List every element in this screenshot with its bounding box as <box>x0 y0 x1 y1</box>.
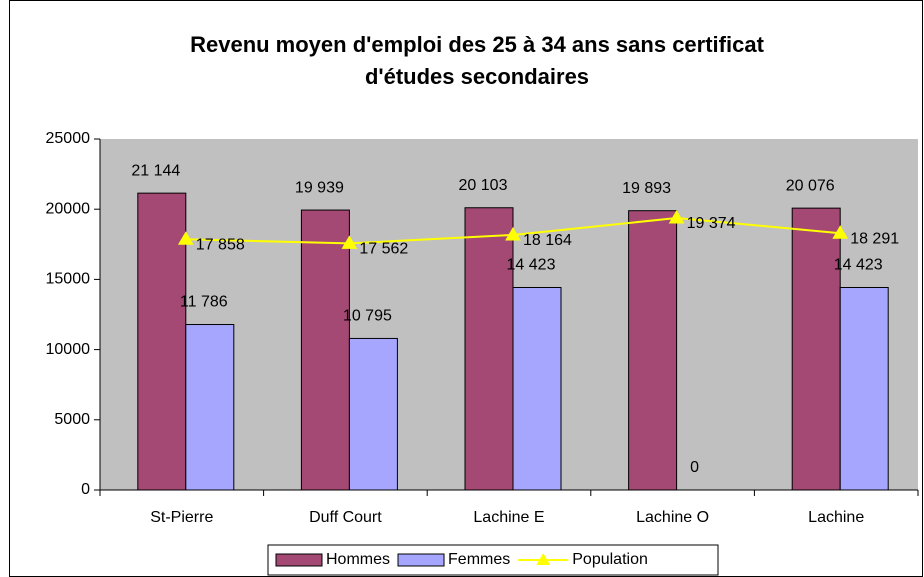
legend-swatch <box>397 553 445 567</box>
marker <box>177 231 194 245</box>
y-tick-label: 10000 <box>46 341 91 358</box>
x-tick-label: Lachine O <box>636 509 709 526</box>
x-tick-label: Lachine <box>808 509 864 526</box>
data-label: 0 <box>690 459 699 476</box>
data-label: 18 164 <box>523 232 572 249</box>
bar <box>464 207 514 491</box>
data-label: 11 786 <box>180 294 228 311</box>
bar <box>137 192 187 491</box>
x-tick-label: St-Pierre <box>150 509 213 526</box>
legend-label: Population <box>572 551 648 568</box>
data-label: 21 144 <box>131 162 180 179</box>
data-label: 17 562 <box>359 241 408 258</box>
bar <box>791 207 841 491</box>
legend-label: Hommes <box>326 551 390 568</box>
data-label: 14 423 <box>834 257 883 274</box>
data-label: 19 374 <box>687 215 736 232</box>
chart-title: Revenu moyen d'emploi des 25 à 34 ans sa… <box>190 32 764 57</box>
bar <box>348 337 398 491</box>
y-tick-label: 5000 <box>54 411 90 428</box>
data-label: 18 291 <box>850 230 899 247</box>
legend-box <box>267 544 719 576</box>
data-label: 20 103 <box>459 177 508 194</box>
bar <box>628 210 678 491</box>
bar <box>512 287 562 491</box>
x-tick-label: Duff Court <box>309 509 382 526</box>
data-label: 20 076 <box>786 177 835 194</box>
bar <box>185 324 235 491</box>
y-tick-label: 20000 <box>46 200 91 217</box>
marker <box>505 226 521 241</box>
y-tick-label: 0 <box>81 481 90 498</box>
data-label: 14 423 <box>507 257 556 274</box>
data-label: 10 795 <box>343 308 392 325</box>
y-tick-label: 25000 <box>46 130 91 147</box>
y-tick-label: 15000 <box>46 271 91 288</box>
marker <box>832 225 849 239</box>
legend-label: Femmes <box>448 551 510 568</box>
bar <box>300 209 350 491</box>
data-label: 19 893 <box>622 180 671 197</box>
chart-title: d'études secondaires <box>365 64 589 89</box>
legend-swatch <box>275 553 323 567</box>
marker <box>668 209 685 224</box>
x-tick-label: Lachine E <box>473 509 544 526</box>
marker <box>341 235 358 249</box>
data-label: 17 858 <box>196 236 245 253</box>
legend-marker <box>536 553 551 565</box>
bar <box>839 287 889 491</box>
data-label: 19 939 <box>295 179 344 196</box>
